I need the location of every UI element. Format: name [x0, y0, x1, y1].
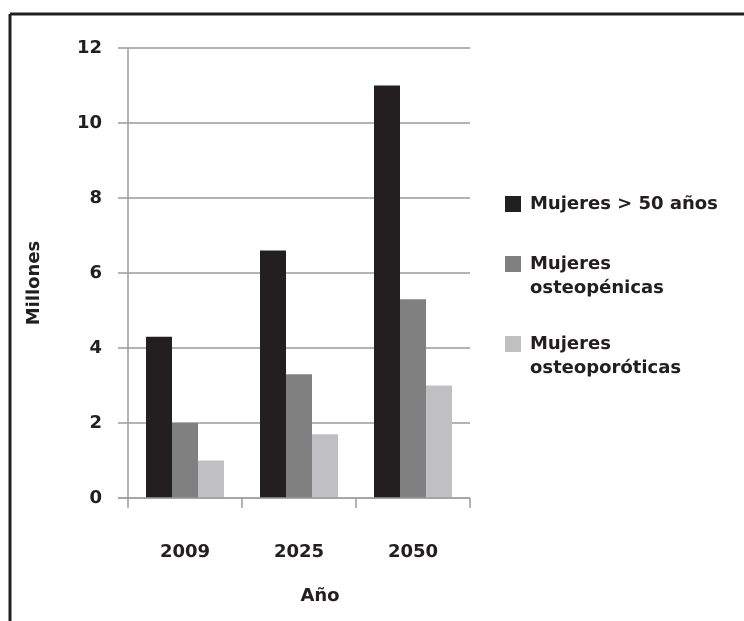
legend-item: Mujeres > 50 años: [505, 192, 718, 216]
y-tick-label: 4: [89, 337, 102, 358]
y-tick-label: 10: [77, 112, 102, 133]
bar: [374, 85, 400, 498]
x-tick-label: 2009: [160, 541, 210, 562]
bar: [172, 423, 198, 498]
bar: [426, 385, 452, 498]
bar: [260, 250, 286, 498]
legend-item: Mujeres osteoporóticas: [505, 332, 682, 380]
legend-swatch: [505, 336, 521, 352]
legend-item: Mujeres osteopénicas: [505, 252, 680, 300]
legend-label: Mujeres > 50 años: [530, 193, 718, 214]
y-tick-label: 8: [89, 187, 102, 208]
bar: [400, 299, 426, 498]
bar: [286, 374, 312, 498]
x-tick-label: 2025: [274, 541, 324, 562]
y-tick-label: 12: [77, 37, 102, 58]
y-tick-label: 0: [89, 487, 102, 508]
bar: [312, 434, 338, 498]
legend-label: Mujeres osteopénicas: [530, 253, 664, 298]
y-axis-label: Millones: [23, 241, 44, 326]
bar: [198, 460, 224, 498]
y-tick-label: 6: [89, 262, 102, 283]
x-tick-label: 2050: [388, 541, 438, 562]
legend-swatch: [505, 196, 521, 212]
legend-label: Mujeres osteoporóticas: [530, 333, 682, 378]
bar: [146, 336, 172, 498]
x-axis-label: Año: [300, 585, 339, 606]
y-tick-label: 2: [89, 412, 102, 433]
legend-swatch: [505, 256, 521, 272]
